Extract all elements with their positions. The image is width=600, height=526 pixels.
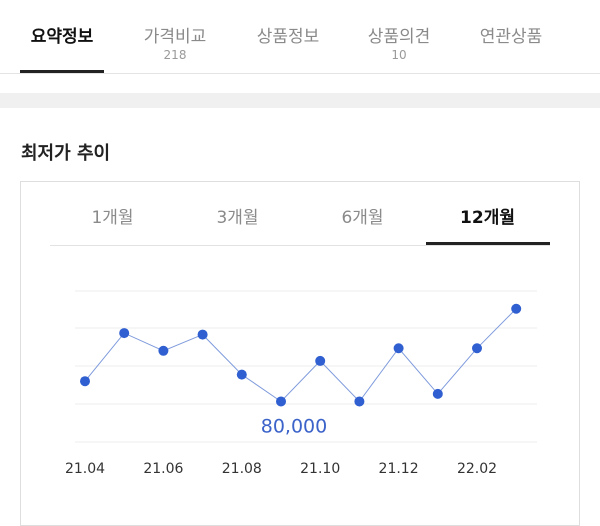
active-tab-indicator xyxy=(20,70,104,73)
x-tick-label: 21.10 xyxy=(300,461,340,477)
x-tick-label: 22.02 xyxy=(457,461,497,477)
price-points xyxy=(80,303,522,407)
price-point[interactable] xyxy=(315,355,326,366)
tab-product-info-label: 상품정보 xyxy=(256,27,320,47)
tab-reviews[interactable]: 상품의견 10 xyxy=(357,22,441,62)
x-tick-label: 21.06 xyxy=(143,461,183,477)
x-tick-label: 21.04 xyxy=(65,461,105,477)
tab-reviews-count: 10 xyxy=(391,48,407,62)
x-axis-ticks: 21.04 21.06 21.08 21.10 21.12 22.02 xyxy=(65,461,497,477)
price-point[interactable] xyxy=(472,343,482,354)
price-point[interactable] xyxy=(197,329,208,340)
price-point[interactable] xyxy=(158,345,169,356)
tab-product-info[interactable]: 상품정보 xyxy=(246,22,330,47)
tab-related-label: 연관상품 xyxy=(479,27,543,47)
price-series-line xyxy=(84,308,517,403)
period-tab-12m[interactable]: 12개월 xyxy=(460,208,515,228)
tab-price-compare-count: 218 xyxy=(163,48,187,62)
top-tab-bar: 요약정보 가격비교 218 상품정보 상품의견 10 연관상품 xyxy=(0,0,600,74)
period-tab-6m[interactable]: 6개월 xyxy=(341,208,384,228)
price-point[interactable] xyxy=(393,343,404,354)
chart-grid xyxy=(75,290,537,443)
price-point[interactable] xyxy=(236,369,247,380)
period-tab-3m[interactable]: 3개월 xyxy=(216,208,259,228)
tab-related[interactable]: 연관상품 xyxy=(469,22,553,47)
tab-price-compare-label: 가격비교 xyxy=(143,27,207,47)
tab-price-compare[interactable]: 가격비교 218 xyxy=(133,22,217,62)
x-tick-label: 21.12 xyxy=(379,461,419,477)
price-trend-card xyxy=(20,181,580,526)
tab-summary-label: 요약정보 xyxy=(30,27,94,47)
tab-summary[interactable]: 요약정보 xyxy=(22,22,102,47)
price-line-chart: 80,000 21.04 21.06 21.08 21.10 21.12 22.02 xyxy=(65,290,537,477)
price-point[interactable] xyxy=(119,328,130,339)
section-divider xyxy=(0,93,600,108)
min-price-label: 80,000 xyxy=(261,415,327,437)
period-tab-1m[interactable]: 1개월 xyxy=(91,208,134,228)
section-title: 최저가 추이 xyxy=(21,143,111,164)
price-point[interactable] xyxy=(511,303,522,314)
period-active-indicator xyxy=(426,242,550,245)
period-tab-bar: 1개월 3개월 6개월 12개월 xyxy=(50,181,550,246)
x-tick-label: 21.08 xyxy=(222,461,262,477)
price-point[interactable] xyxy=(276,396,286,407)
tab-reviews-label: 상품의견 xyxy=(367,27,431,47)
price-point[interactable] xyxy=(432,388,443,399)
price-point[interactable] xyxy=(354,396,365,407)
price-point[interactable] xyxy=(80,376,90,387)
